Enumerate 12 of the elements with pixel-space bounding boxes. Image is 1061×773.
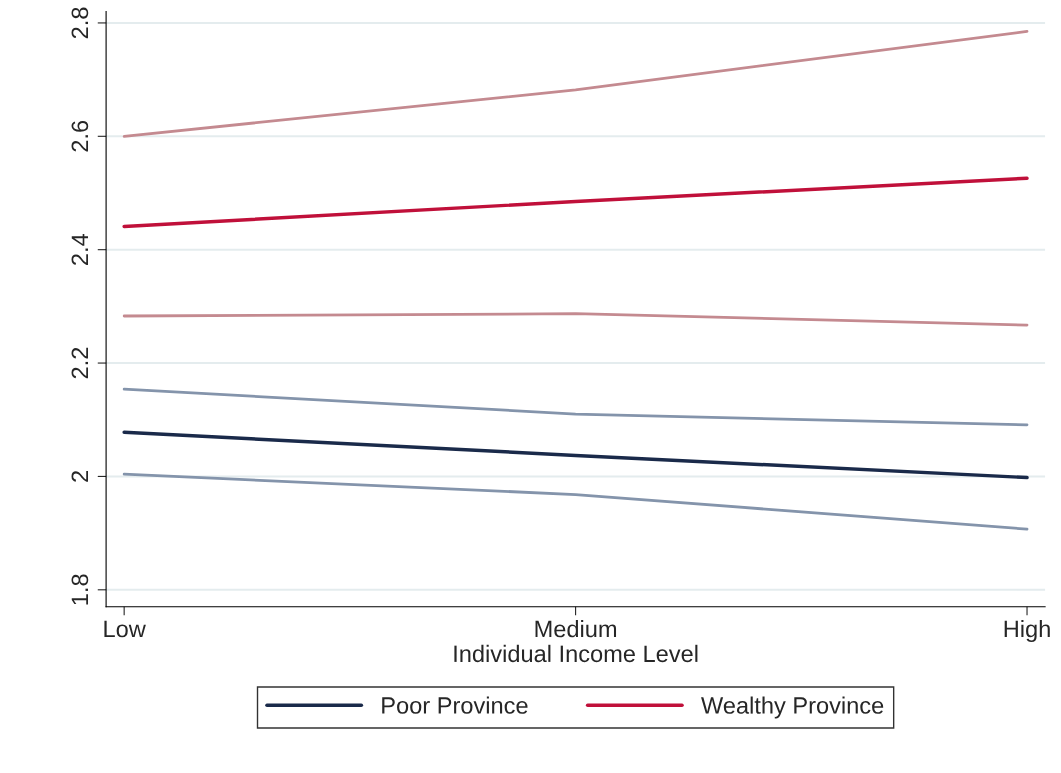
x-tick-label: Medium [535,620,617,638]
legend-label: Wealthy Province [701,696,884,719]
legend-label: Poor Province [382,696,528,714]
y-tick-label: 2.4 [71,233,89,265]
x-tick-label: Low [104,620,146,638]
x-tick-label: High [1004,620,1050,643]
y-tick-label: 2 [71,471,89,482]
y-tick-label: 1.8 [71,574,89,605]
y-tick-label: 2.6 [71,120,89,152]
x-axis-title: Individual Income Level [454,644,698,663]
y-tick-label: 2.2 [71,347,89,379]
y-tick-label: 2.8 [71,7,89,39]
